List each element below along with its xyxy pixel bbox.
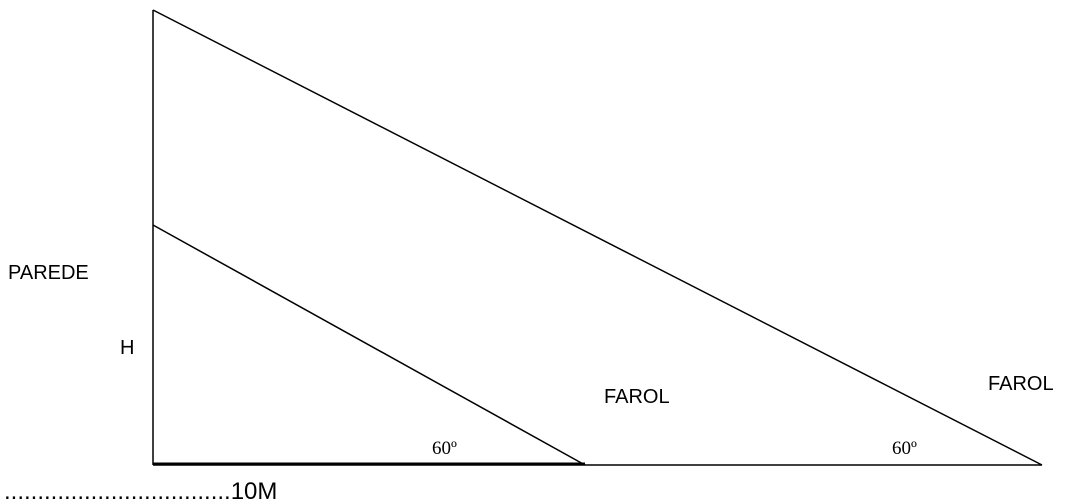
lamp-label: FAROL (604, 386, 670, 408)
large-hypotenuse (152, 9, 1043, 466)
wall-label: PAREDE (8, 262, 89, 284)
distance-label: ..................................10M (4, 478, 277, 503)
angle-label: 60º (432, 438, 457, 459)
lamp-label: FAROL (988, 373, 1054, 395)
angle-label: 60º (892, 438, 917, 459)
height-label: H (120, 337, 134, 359)
small-hypotenuse (152, 224, 586, 466)
